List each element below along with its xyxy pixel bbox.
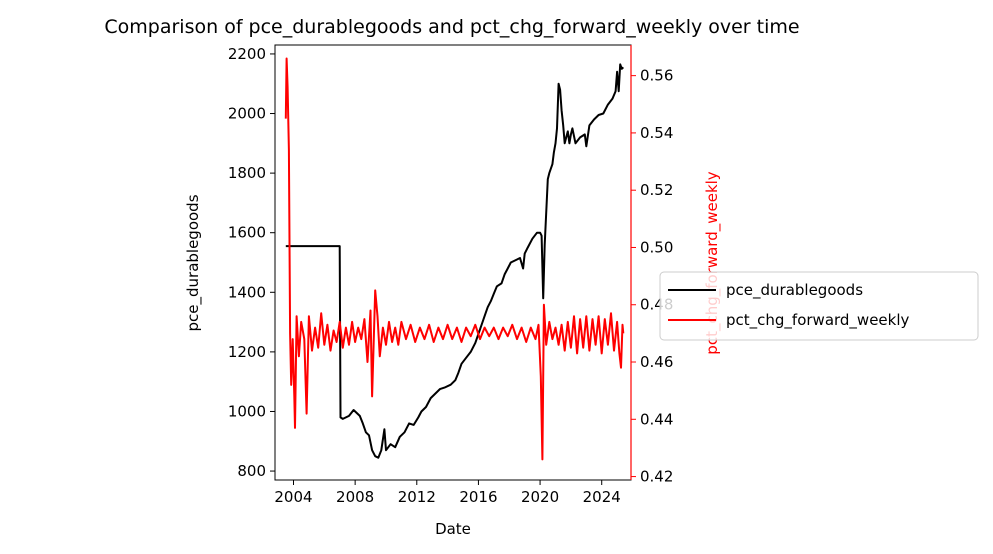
left-axis-label: pce_durablegoods xyxy=(184,194,203,331)
series-line-pct-chg-forward-weekly xyxy=(284,57,625,461)
x-tick-label: 2012 xyxy=(398,488,436,506)
left-tick-label: 1600 xyxy=(228,224,266,242)
right-axis-ticks: 0.420.440.460.480.500.520.540.56 xyxy=(631,67,673,486)
series-line-pce-durablegoods xyxy=(285,63,625,459)
plot-lines xyxy=(284,57,625,461)
right-tick-label: 0.50 xyxy=(640,238,673,256)
left-tick-label: 1400 xyxy=(228,283,266,301)
left-tick-label: 1200 xyxy=(228,343,266,361)
legend-label-pct-chg-forward-weekly: pct_chg_forward_weekly xyxy=(726,311,910,330)
chart-title: Comparison of pce_durablegoods and pct_c… xyxy=(104,16,799,38)
x-tick-label: 2004 xyxy=(274,488,312,506)
left-tick-label: 2000 xyxy=(228,105,266,123)
legend-label-pce-durablegoods: pce_durablegoods xyxy=(726,281,863,300)
left-tick-label: 800 xyxy=(237,462,266,480)
x-tick-label: 2024 xyxy=(583,488,621,506)
legend-box xyxy=(659,271,979,341)
x-axis-label: Date xyxy=(435,520,471,538)
plot-frame xyxy=(274,44,632,481)
left-axis-ticks: 800 1000 1200 1400 1600 1800 2000 2200 xyxy=(228,45,275,480)
x-tick-label: 2016 xyxy=(459,488,497,506)
legend: pce_durablegoods pct_chg_forward_weekly xyxy=(659,271,979,341)
left-tick-label: 1000 xyxy=(228,402,266,420)
left-tick-label: 1800 xyxy=(228,164,266,182)
right-tick-label: 0.56 xyxy=(640,67,673,85)
right-tick-label: 0.42 xyxy=(640,468,673,486)
right-tick-label: 0.46 xyxy=(640,353,673,371)
x-tick-label: 2008 xyxy=(336,488,374,506)
x-axis-ticks: 2004 2008 2012 2016 2020 2024 xyxy=(274,480,621,506)
right-tick-label: 0.54 xyxy=(640,124,673,142)
right-tick-label: 0.44 xyxy=(640,410,673,428)
left-tick-label: 2200 xyxy=(228,45,266,63)
right-tick-label: 0.52 xyxy=(640,181,673,199)
x-tick-label: 2020 xyxy=(521,488,559,506)
